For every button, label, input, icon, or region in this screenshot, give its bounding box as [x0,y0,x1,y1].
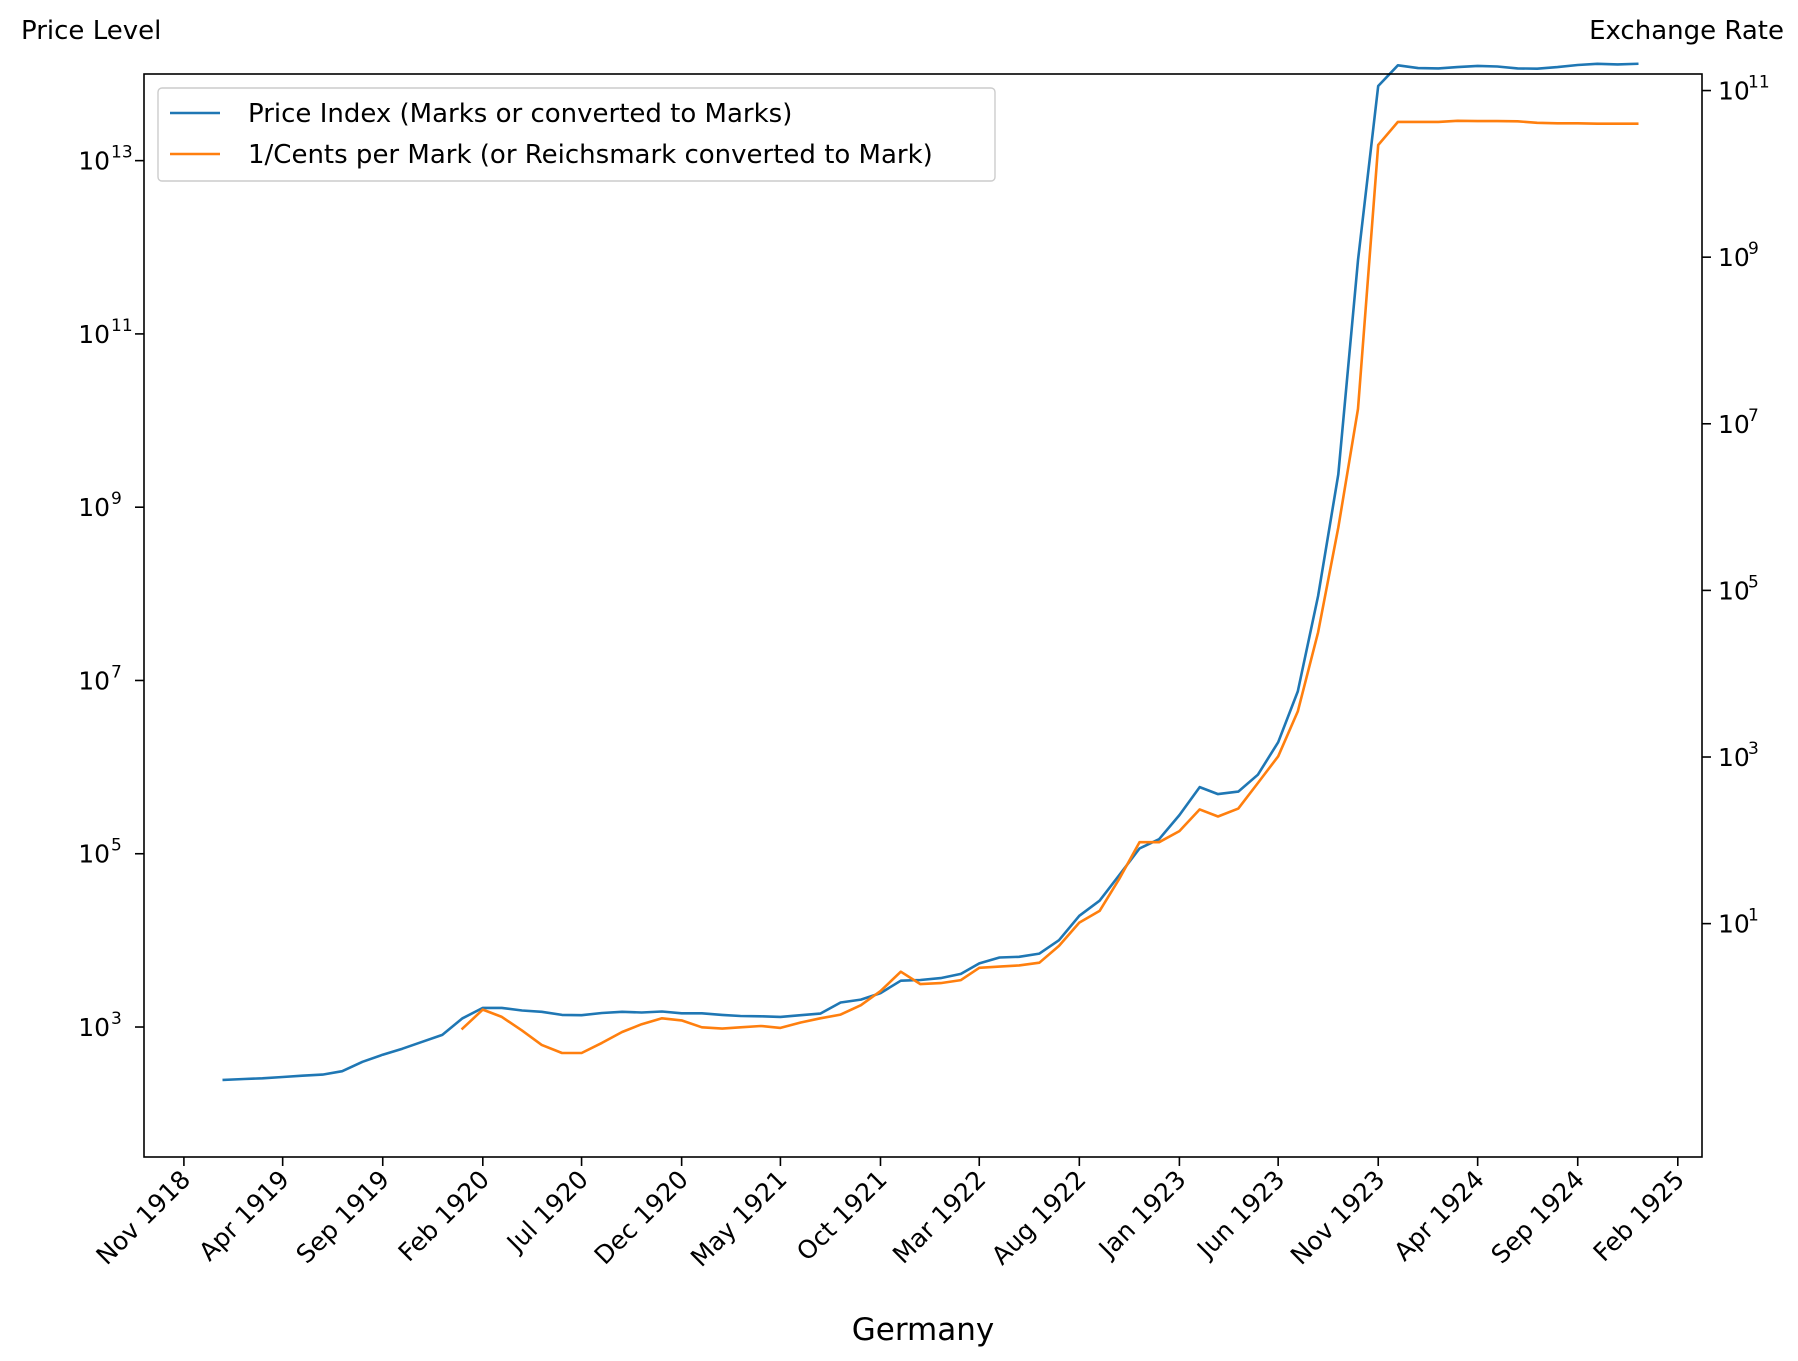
left-y-tick-exponent: 11 [111,316,133,336]
x-tick-label: Dec 1920 [589,1165,694,1270]
x-tick-label: Sep 1924 [1486,1165,1590,1269]
x-tick-label: Feb 1925 [1588,1165,1690,1267]
left-y-tick-exponent: 3 [111,1009,122,1029]
left-y-tick-label: 10 [78,493,110,522]
right-y-tick-label: 10 [1718,910,1750,939]
right-y-tick-exponent: 3 [1748,739,1759,759]
x-tick-label: Apr 1919 [193,1165,295,1267]
plot-area [222,62,1639,1082]
legend-label-1: 1/Cents per Mark (or Reichsmark converte… [248,140,933,170]
x-tick-label: Apr 1924 [1388,1165,1490,1267]
x-tick-label: Jul 1920 [500,1165,594,1259]
left-axis-title: Price Level [21,16,162,46]
x-tick-label: Aug 1922 [986,1165,1092,1271]
series-line-1 [460,119,1639,1055]
right-y-tick-label: 10 [1718,77,1750,106]
plot-frame [143,73,1703,1158]
x-tick-label: Jan 1923 [1092,1165,1192,1265]
left-y-tick-exponent: 5 [111,836,122,856]
x-tick-label: May 1921 [685,1165,793,1273]
right-y-tick-label: 10 [1718,576,1750,605]
series-line-0 [222,62,1639,1082]
left-y-tick-label: 10 [78,1013,110,1042]
right-y-tick-exponent: 9 [1748,239,1759,259]
left-y-tick-label: 10 [78,666,110,695]
legend: Price Index (Marks or converted to Marks… [157,87,996,182]
left-y-tick-label: 10 [78,840,110,869]
right-y-tick-label: 10 [1718,410,1750,439]
left-y-tick-exponent: 9 [111,489,122,509]
x-tick-label: Feb 1920 [393,1165,495,1267]
right-y-tick-exponent: 7 [1748,406,1759,426]
legend-label-0: Price Index (Marks or converted to Marks… [248,99,792,129]
right-axis-title: Exchange Rate [1589,16,1784,46]
left-y-tick-label: 10 [78,147,110,176]
x-tick-label: Jun 1923 [1190,1165,1290,1265]
right-y-tick-label: 10 [1718,243,1750,272]
x-axis-label: Germany [852,1312,994,1348]
x-tick-label: Mar 1922 [887,1165,991,1269]
left-y-tick-exponent: 13 [111,143,133,163]
left-y-tick-label: 10 [78,320,110,349]
right-y-tick-exponent: 11 [1748,73,1770,93]
right-y-tick-exponent: 1 [1748,906,1759,926]
left-y-tick-exponent: 7 [111,662,122,682]
x-tick-label: Oct 1921 [791,1165,893,1267]
right-y-tick-label: 10 [1718,743,1750,772]
right-y-tick-exponent: 5 [1748,572,1759,592]
x-tick-label: Nov 1923 [1285,1165,1391,1271]
x-tick-label: Nov 1918 [91,1165,197,1271]
x-tick-label: Sep 1919 [291,1165,395,1269]
legend-box [157,87,996,182]
